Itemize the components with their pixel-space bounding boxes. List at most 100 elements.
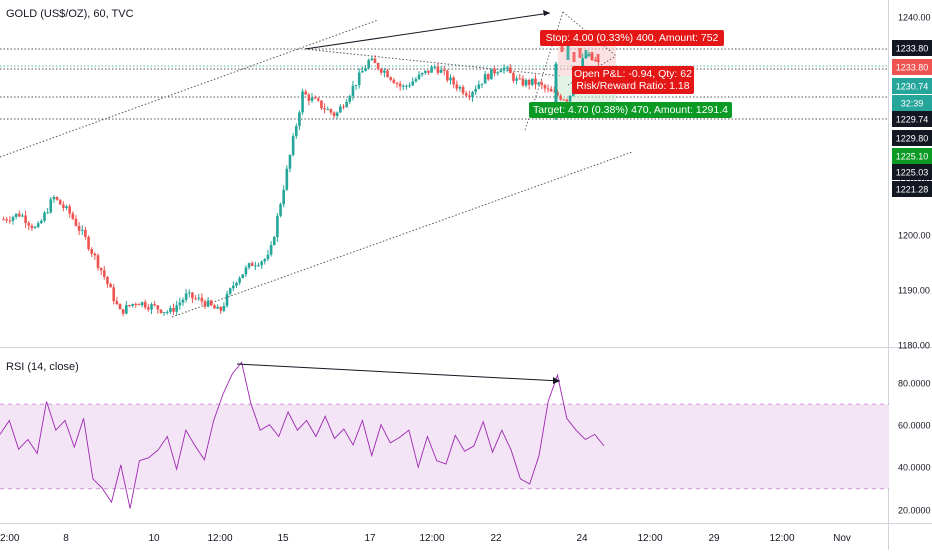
candle-body [565, 99, 569, 102]
candle-body [420, 72, 424, 75]
time-tick-label: Nov [833, 533, 851, 544]
candle-body [304, 91, 308, 95]
candle-body [40, 220, 43, 224]
candle-body [27, 223, 31, 226]
candle-body [332, 112, 336, 116]
candle-body [194, 298, 197, 300]
rsi-tick-label: 80.0000 [898, 379, 931, 389]
candle-body [74, 218, 78, 226]
candle-body [68, 206, 71, 214]
candle-body [310, 97, 314, 101]
price-tick-label: 1210.00 [898, 176, 931, 186]
candle-body [96, 255, 100, 268]
candle-body [405, 85, 408, 87]
time-tick-label: 10 [148, 533, 160, 544]
candle-body [241, 274, 245, 279]
price-tag-label: 1229.74 [896, 115, 929, 125]
candle-body [458, 86, 462, 89]
candle-body [291, 136, 295, 155]
candle-body [181, 299, 185, 303]
time-tick-label: 22 [490, 533, 502, 544]
candle-body [118, 303, 122, 310]
candle-body [417, 74, 421, 80]
candle-body [540, 82, 544, 86]
candle-body [106, 276, 109, 284]
price-tag-label: 1233.80 [896, 44, 929, 54]
chart-title: GOLD (US$/OZ), 60, TVC [6, 8, 134, 20]
rsi-tick-label: 60.0000 [898, 421, 931, 431]
candle-body [430, 66, 433, 73]
time-tick-label: 17 [364, 533, 376, 544]
candle-body [345, 101, 348, 108]
price-tag [892, 148, 932, 164]
candle-body [568, 95, 572, 102]
candle-body [222, 305, 226, 311]
candle-body [46, 212, 49, 214]
candle-body [521, 78, 525, 86]
candle-body [342, 106, 345, 108]
arrow-head-price [543, 10, 550, 16]
candle-body [578, 48, 582, 58]
candle-body [65, 206, 68, 209]
price-tick-label: 1240.00 [898, 13, 931, 23]
candle-body [543, 85, 547, 89]
stop-label-box [540, 30, 724, 46]
candle-body [244, 267, 248, 275]
candle-body [512, 73, 515, 81]
candle-body [477, 84, 481, 89]
candle-body [269, 245, 273, 255]
candle-body [486, 74, 490, 80]
candle-body [285, 168, 289, 190]
candle-body [153, 304, 156, 306]
candle-body [464, 93, 468, 96]
candle-body [58, 199, 62, 205]
candle-body [33, 226, 37, 229]
candle-body [411, 81, 415, 86]
position-diagonal [562, 11, 617, 57]
candle-body [361, 71, 364, 73]
candle-body [329, 109, 333, 113]
price-tag-label: 1229.80 [896, 134, 929, 144]
stop-label-text: Stop: 4.00 (0.33%) 400, Amount: 752 [546, 32, 719, 44]
candle-body [496, 72, 500, 74]
candle-body [553, 91, 556, 93]
price-tag [892, 130, 932, 146]
candle-body [84, 229, 87, 237]
price-tick-label: 1180.00 [898, 341, 930, 351]
candle-body [115, 301, 119, 304]
candle-body [566, 44, 570, 60]
candle-body [250, 263, 254, 266]
channel-lower-line [171, 151, 633, 318]
rsi-band [0, 404, 889, 489]
candle-body [572, 52, 576, 62]
candle-body [590, 52, 594, 60]
candle-body [320, 100, 323, 109]
candle-body [257, 265, 260, 267]
candle-body [228, 288, 232, 294]
time-tick-label: 2:00 [0, 533, 20, 544]
candle-body [52, 197, 56, 200]
rsi-line [0, 361, 605, 509]
candle-body [125, 305, 128, 314]
candle-body [191, 292, 194, 299]
candle-body [21, 215, 24, 217]
price-tag [892, 78, 932, 94]
candle-body [213, 305, 216, 309]
candle-body [102, 270, 106, 277]
price-tag-label: 32:39 [901, 99, 924, 109]
price-tag-label: 1221.28 [896, 185, 929, 195]
candle-body [502, 67, 506, 71]
candle-body [392, 79, 396, 84]
candle-body [524, 80, 528, 86]
candle-body [436, 66, 440, 73]
time-tick-label: 12:00 [207, 533, 232, 544]
time-tick-label: 29 [708, 533, 720, 544]
candle-body [109, 283, 112, 288]
candle-body [225, 293, 229, 306]
candle-body [549, 88, 553, 92]
candle-body [80, 229, 84, 231]
time-tick-label: 8 [63, 533, 69, 544]
candle-body [247, 263, 251, 268]
